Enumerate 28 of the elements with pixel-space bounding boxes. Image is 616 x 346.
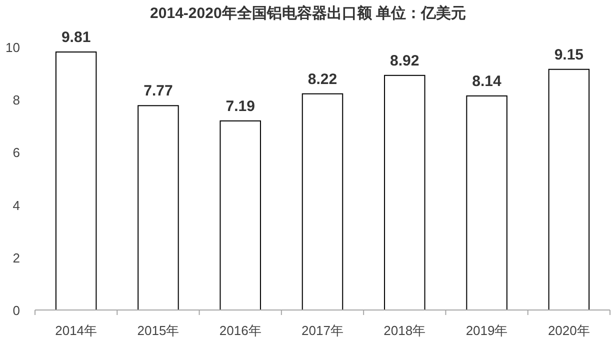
x-tick-label: 2018年	[384, 323, 426, 338]
x-tick-label: 2019年	[466, 323, 508, 338]
y-tick-label: 0	[12, 303, 20, 318]
bar	[466, 95, 508, 310]
y-tick-label: 8	[12, 92, 20, 108]
y-tick-label: 2	[12, 250, 20, 266]
bar	[548, 68, 590, 310]
data-label: 8.14	[472, 72, 502, 90]
bar	[55, 51, 97, 310]
data-label: 8.22	[308, 70, 338, 88]
data-label: 7.19	[226, 98, 255, 115]
data-label: 9.81	[61, 28, 91, 46]
x-tick-label: 2017年	[302, 323, 344, 338]
x-tick-label: 2014年	[55, 323, 98, 338]
x-tick-label: 2020年	[548, 323, 590, 338]
data-label: 7.77	[144, 82, 173, 100]
y-tick-label: 4	[12, 198, 20, 213]
bar	[302, 93, 344, 310]
x-tick-label: 2015年	[137, 323, 180, 338]
data-label: 8.92	[390, 52, 420, 70]
y-tick-label: 6	[12, 145, 20, 160]
chart-title: 2014-2020年全国铝电容器出口额 单位：亿美元	[150, 4, 466, 22]
bar	[138, 105, 179, 310]
x-tick-label: 2016年	[219, 323, 262, 338]
bar	[220, 120, 261, 310]
data-label: 9.15	[554, 46, 584, 64]
y-tick-label: 10	[6, 40, 20, 55]
bar	[384, 74, 426, 310]
